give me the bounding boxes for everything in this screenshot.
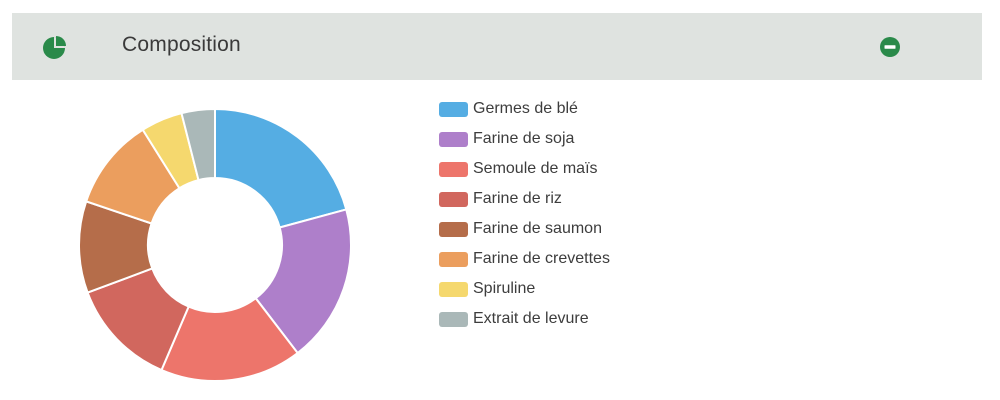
legend-swatch <box>439 131 468 147</box>
legend-swatch <box>439 281 468 297</box>
donut-slice-8[interactable] <box>180 107 216 182</box>
legend-item[interactable]: Semoule de maïs <box>439 154 610 184</box>
legend-swatch <box>439 311 468 327</box>
panel-header: Composition <box>12 13 982 80</box>
legend-item[interactable]: Spiruline <box>439 274 610 304</box>
legend-item[interactable]: Farine de soja <box>439 124 610 154</box>
legend-item[interactable]: Farine de crevettes <box>439 244 610 274</box>
legend-swatch <box>439 251 468 267</box>
pie-chart-icon <box>43 36 66 59</box>
legend-label: Extrait de levure <box>473 310 589 327</box>
legend-label: Spiruline <box>473 280 536 297</box>
legend-item[interactable]: Farine de riz <box>439 184 610 214</box>
donut-slice-2[interactable] <box>254 208 352 355</box>
chart-legend: Germes de blé Farine de soja Semoule de ma… <box>439 94 610 334</box>
legend-label: Farine de saumon <box>473 220 602 237</box>
donut-chart-svg <box>78 107 352 382</box>
legend-swatch <box>439 221 468 237</box>
legend-item[interactable]: Extrait de levure <box>439 304 610 334</box>
legend-label: Semoule de maïs <box>473 160 598 177</box>
legend-label: Germes de blé <box>473 100 578 117</box>
legend-item[interactable]: Germes de blé <box>439 94 610 124</box>
legend-label: Farine de crevettes <box>473 250 610 267</box>
donut-slice-1[interactable] <box>214 107 348 229</box>
legend-swatch <box>439 161 468 177</box>
panel-title: Composition <box>122 33 241 56</box>
legend-swatch <box>439 191 468 207</box>
legend-label: Farine de soja <box>473 130 575 147</box>
legend-label: Farine de riz <box>473 190 562 207</box>
collapse-button[interactable] <box>879 36 901 58</box>
donut-chart <box>70 100 360 390</box>
legend-item[interactable]: Farine de saumon <box>439 214 610 244</box>
legend-swatch <box>439 101 468 117</box>
